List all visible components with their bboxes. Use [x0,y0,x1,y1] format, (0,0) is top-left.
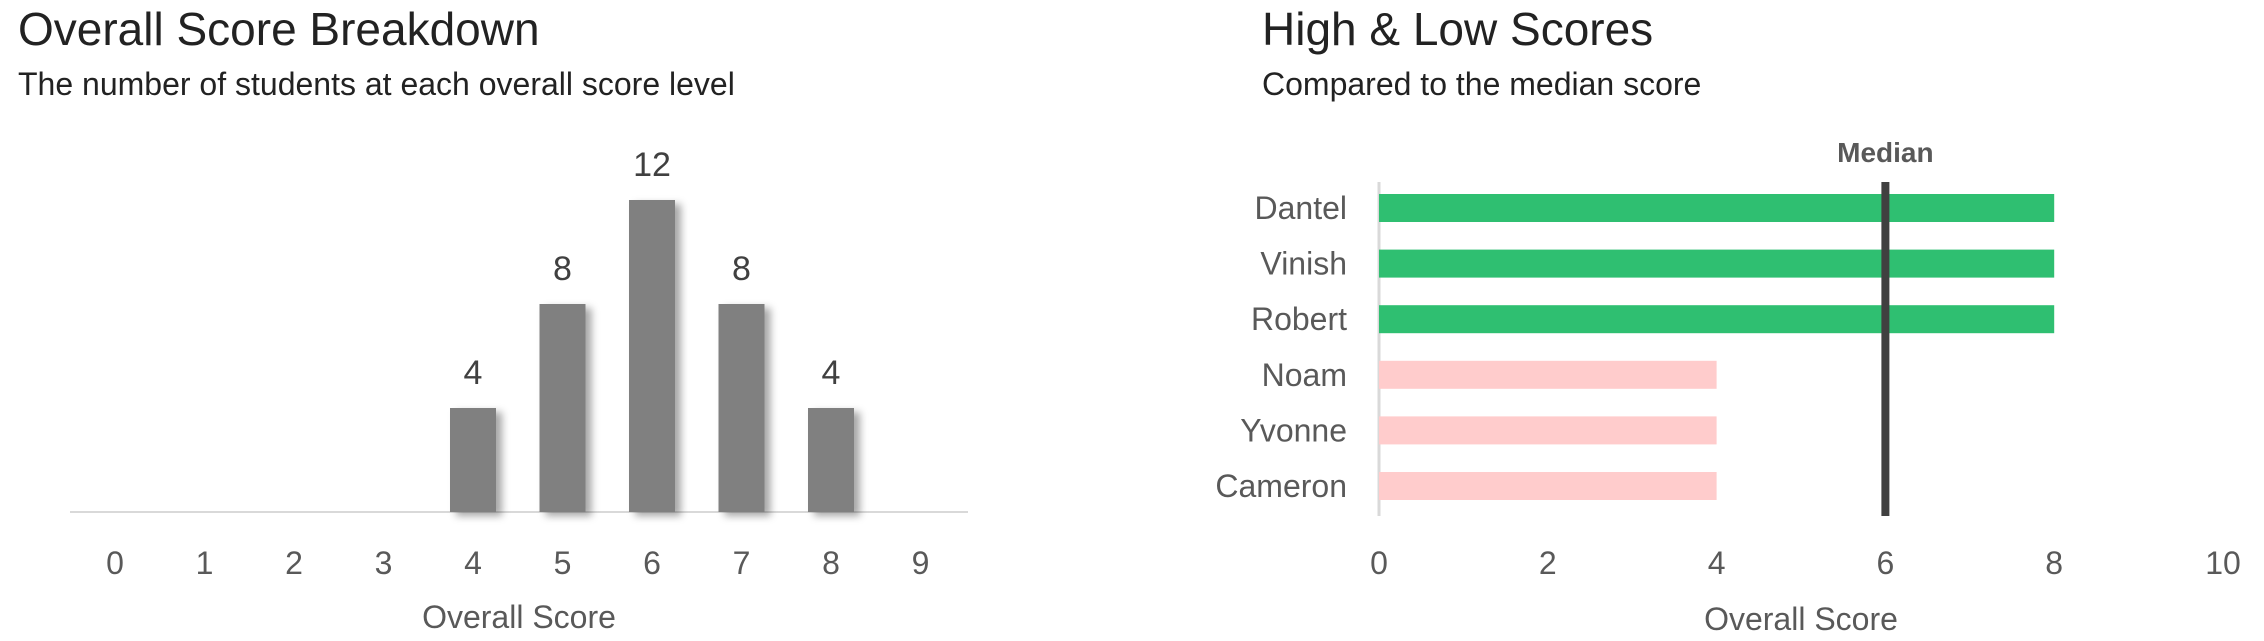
x-axis-title: Overall Score [422,599,616,635]
y-tick-label: Noam [1262,357,1347,393]
x-tick-label: 9 [912,545,930,581]
median-label: Median [1837,137,1933,168]
high-low-scores-chart: High & Low Scores Compared to the median… [1215,0,2264,641]
x-tick-label: 0 [1370,545,1388,581]
bar [629,200,675,512]
data-label: 4 [822,354,841,392]
x-tick-label: 2 [1539,545,1557,581]
bar [1379,416,1717,445]
x-tick-label: 4 [464,545,482,581]
x-tick-label: 6 [643,545,661,581]
bar [1379,249,2055,278]
data-label: 12 [633,146,671,184]
x-tick-label: 0 [106,545,124,581]
high-low-scores-plot: Dantel Vinish Robert Noam Yvonne Cameron Media… [1215,137,2241,637]
bar [808,408,854,512]
y-tick-label: Vinish [1260,246,1347,282]
bar [718,304,765,512]
bar [1379,194,2055,222]
chart-title: High & Low Scores [1262,3,1654,55]
x-tick-label: 3 [375,545,393,581]
x-tick-label: 7 [733,545,751,581]
x-tick-label: 1 [196,545,214,581]
x-tick-label: 8 [2045,545,2063,581]
chart-title: Overall Score Breakdown [18,3,540,55]
bar [539,304,586,512]
chart-subtitle: The number of students at each overall s… [18,66,735,102]
data-label: 8 [553,250,572,288]
bar [1379,305,2055,334]
x-tick-label: 10 [2205,545,2241,581]
x-tick-label: 8 [822,545,840,581]
x-axis-title: Overall Score [1704,601,1898,637]
x-tick-label: 2 [285,545,303,581]
bar [1379,472,1717,500]
y-tick-label: Dantel [1255,190,1348,226]
x-tick-label: 4 [1708,545,1726,581]
bar [1379,360,1717,389]
bar [450,408,496,512]
data-label: 4 [464,354,483,392]
y-tick-label: Yvonne [1240,412,1347,448]
chart-subtitle: Compared to the median score [1262,66,1702,102]
x-tick-label: 5 [554,545,572,581]
x-tick-label: 6 [1877,545,1895,581]
score-breakdown-chart: Overall Score Breakdown The number of st… [18,3,968,635]
data-label: 8 [732,250,751,288]
y-tick-label: Robert [1251,301,1347,337]
y-tick-label: Cameron [1215,468,1347,504]
